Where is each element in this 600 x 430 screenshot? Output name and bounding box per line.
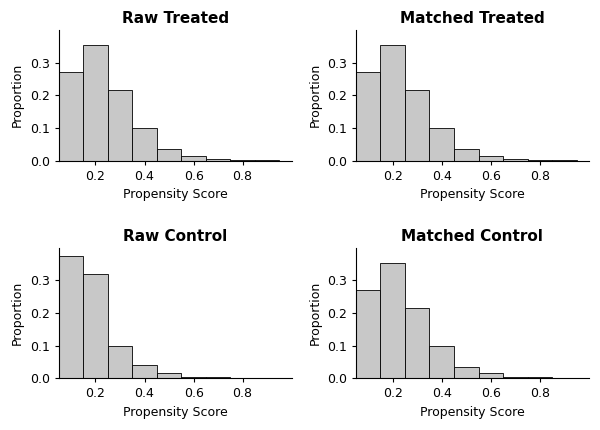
Bar (454, 367, 479, 378)
Bar (454, 149, 479, 160)
Bar (108, 346, 132, 378)
Bar (503, 159, 527, 160)
Bar (479, 373, 503, 378)
X-axis label: Propensity Score: Propensity Score (420, 188, 525, 201)
Bar (83, 274, 108, 378)
Bar (132, 365, 157, 378)
Bar (181, 156, 206, 160)
Title: Matched Control: Matched Control (401, 229, 544, 244)
Bar (181, 377, 206, 378)
Bar (380, 45, 405, 160)
Bar (157, 149, 181, 160)
Bar (206, 159, 230, 160)
Bar (430, 128, 454, 160)
X-axis label: Propensity Score: Propensity Score (123, 188, 227, 201)
Y-axis label: Proportion: Proportion (11, 281, 24, 345)
Title: Matched Treated: Matched Treated (400, 11, 545, 26)
Bar (356, 290, 380, 378)
Bar (132, 128, 157, 160)
Bar (59, 256, 83, 378)
Y-axis label: Proportion: Proportion (11, 63, 24, 127)
Y-axis label: Proportion: Proportion (308, 281, 322, 345)
X-axis label: Propensity Score: Propensity Score (123, 406, 227, 419)
Bar (356, 73, 380, 160)
Y-axis label: Proportion: Proportion (308, 63, 322, 127)
Bar (380, 262, 405, 378)
Bar (479, 156, 503, 160)
Bar (59, 73, 83, 160)
Title: Raw Control: Raw Control (123, 229, 227, 244)
Bar (108, 90, 132, 160)
Bar (405, 308, 430, 378)
Bar (503, 377, 527, 378)
Bar (405, 90, 430, 160)
Bar (83, 45, 108, 160)
Title: Raw Treated: Raw Treated (122, 11, 229, 26)
X-axis label: Propensity Score: Propensity Score (420, 406, 525, 419)
Bar (157, 373, 181, 378)
Bar (430, 346, 454, 378)
